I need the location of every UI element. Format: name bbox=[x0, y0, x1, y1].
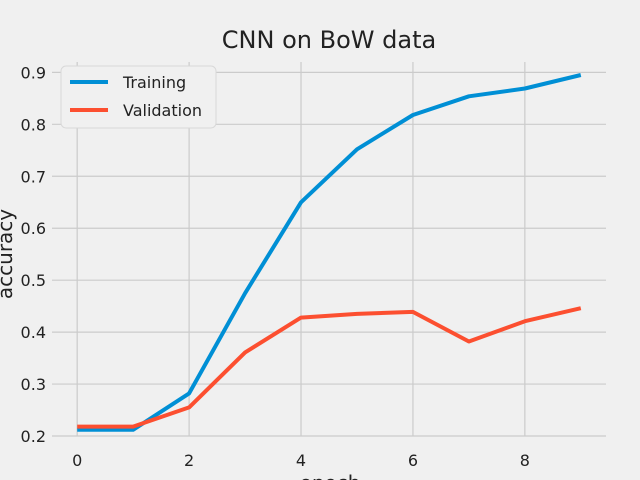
legend: Training Validation bbox=[60, 65, 217, 129]
y-tick-label: 0.9 bbox=[21, 63, 46, 82]
x-tick-label: 8 bbox=[520, 451, 530, 470]
y-axis-label: accuracy bbox=[0, 209, 17, 299]
legend-label: Training bbox=[122, 73, 186, 92]
y-tick-label: 0.7 bbox=[21, 167, 46, 186]
tick-labels: 0.2 0.3 0.4 0.5 0.6 0.7 0.8 0.9 0 2 4 6 8 bbox=[21, 63, 530, 470]
series-line-validation bbox=[77, 306, 582, 429]
series-lines bbox=[77, 73, 582, 432]
y-tick-label: 0.3 bbox=[21, 375, 46, 394]
y-tick-label: 0.4 bbox=[21, 323, 46, 342]
y-tick-label: 0.6 bbox=[21, 219, 46, 238]
legend-label: Validation bbox=[123, 101, 202, 120]
y-tick-label: 0.8 bbox=[21, 115, 46, 134]
y-tick-label: 0.5 bbox=[21, 271, 46, 290]
x-tick-label: 0 bbox=[72, 451, 82, 470]
y-tick-label: 0.2 bbox=[21, 427, 46, 446]
x-tick-label: 6 bbox=[408, 451, 418, 470]
series-line-training bbox=[77, 73, 582, 432]
x-tick-label: 4 bbox=[296, 451, 306, 470]
x-tick-label: 2 bbox=[184, 451, 194, 470]
x-axis-label: epoch bbox=[300, 471, 361, 480]
chart-title: CNN on BoW data bbox=[222, 26, 436, 54]
